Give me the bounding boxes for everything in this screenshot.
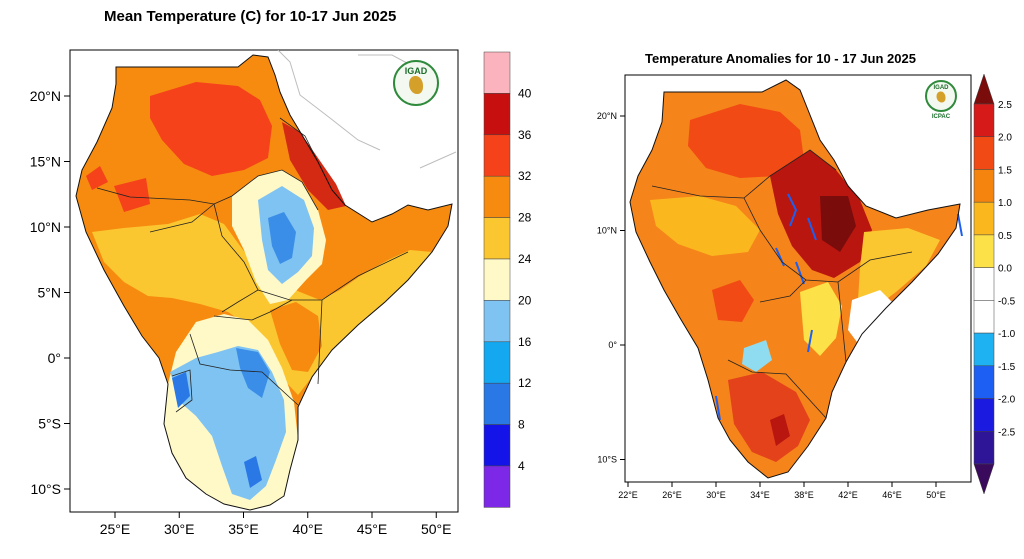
left_map-lat-tick-label: 0° xyxy=(48,350,61,366)
left_map-lat-tick-label: 10°N xyxy=(30,219,61,235)
right-colorbar-label: -2.5 xyxy=(998,427,1016,438)
right-colorbar-label: 2.0 xyxy=(998,133,1012,144)
left-colorbar-label: 8 xyxy=(518,418,525,432)
right-colorbar-label: 1.0 xyxy=(998,198,1012,209)
left-colorbar-label: 32 xyxy=(518,169,532,183)
left-map-surface xyxy=(75,50,457,511)
right-colorbar-swatch xyxy=(973,365,995,399)
left-colorbar-swatch xyxy=(483,258,511,301)
icpac-logo-text: ICPAC xyxy=(931,114,951,120)
right-colorbar-label: -0.5 xyxy=(998,296,1016,307)
right_map-lat-tick-label: 10°N xyxy=(597,226,617,236)
left-colorbar-label: 12 xyxy=(518,376,532,390)
right-colorbar-label: -1.0 xyxy=(998,329,1016,340)
right-colorbar-swatch xyxy=(973,300,995,334)
left-colorbar: 40 36 32 28 24 20 16 12 8 4 xyxy=(483,51,532,508)
left-colorbar-label: 16 xyxy=(518,335,532,349)
right_map-lat-tick-label: 20°N xyxy=(597,111,617,121)
right-colorbar-swatch xyxy=(973,201,995,236)
right_map-lon-tick-label: 38°E xyxy=(794,490,814,500)
right-colorbar-label: 1.5 xyxy=(998,165,1012,176)
right-colorbar-swatch xyxy=(973,398,995,432)
right_map-lat-tick-label: 0° xyxy=(608,340,617,350)
right-colorbar-top-cap xyxy=(973,73,995,105)
left-colorbar-swatch xyxy=(483,424,511,467)
left-colorbar-swatch xyxy=(483,465,511,508)
right-colorbar-label: -2.0 xyxy=(998,395,1016,406)
left-colorbar-swatch xyxy=(483,93,511,136)
left-region-outline xyxy=(75,54,453,511)
left-colorbar-label: 24 xyxy=(518,252,532,266)
left-colorbar-swatch xyxy=(483,300,511,343)
right-colorbar: 2.5 2.0 1.5 1.0 0.5 0.0 -0.5 -1.0 -1.5 -2.0 -2.5 xyxy=(973,73,1016,495)
left-map-axes: 20°N 15°N 10°N 5°N 0° 5°S 10°S 25°E 30°E 35°E 40°E… xyxy=(30,88,452,537)
left_map-lon-tick-label: 40°E xyxy=(292,521,323,537)
right-colorbar-label: 2.5 xyxy=(998,100,1012,111)
right-colorbar-label: -1.5 xyxy=(998,362,1016,373)
left-colorbar-swatch xyxy=(483,51,511,94)
left-colorbar-label: 36 xyxy=(518,128,532,142)
right-colorbar-bottom-cap xyxy=(973,463,995,495)
left_map-lon-tick-label: 35°E xyxy=(228,521,259,537)
right_map-lat-tick-label: 10°S xyxy=(597,455,617,465)
right-colorbar-swatch xyxy=(973,234,995,268)
right_map-lon-tick-label: 34°E xyxy=(750,490,770,500)
right_map-lon-tick-label: 50°E xyxy=(926,490,946,500)
right-colorbar-swatch xyxy=(973,267,995,301)
left_map-lon-tick-label: 50°E xyxy=(421,521,452,537)
left-colorbar-swatch xyxy=(483,134,511,177)
right_map-lon-tick-label: 26°E xyxy=(662,490,682,500)
right-map-surface xyxy=(629,79,963,479)
left-colorbar-swatch xyxy=(483,175,511,218)
left_map-lat-tick-label: 10°S xyxy=(30,481,61,497)
right_map-lon-tick-label: 46°E xyxy=(882,490,902,500)
right-map-axes: 20°N 10°N 0° 10°S 22°E 26°E 30°E 34°E 38°E 42°E 46… xyxy=(597,111,946,500)
igad-logo-left-text: IGAD xyxy=(404,66,428,76)
left-colorbar-swatch xyxy=(483,217,511,260)
left-map-title: Mean Temperature (C) for 10-17 Jun 2025 xyxy=(104,8,397,25)
right-colorbar-label: 0.5 xyxy=(998,231,1012,242)
right-region-shape xyxy=(630,80,960,478)
igad-logo-left: IGAD xyxy=(392,60,440,106)
right-colorbar-swatch xyxy=(973,169,995,203)
left_map-lon-tick-label: 45°E xyxy=(357,521,388,537)
right-colorbar-label: 0.0 xyxy=(998,264,1012,275)
right-map-title: Temperature Anomalies for 10 - 17 Jun 20… xyxy=(645,51,916,66)
left_map-lat-tick-label: 15°N xyxy=(30,154,61,170)
right-colorbar-swatch xyxy=(973,332,995,367)
right-colorbar-swatch xyxy=(973,103,995,137)
right-colorbar-swatch xyxy=(973,136,995,170)
left_map-lon-tick-label: 30°E xyxy=(164,521,195,537)
left_map-lat-tick-label: 20°N xyxy=(30,88,61,104)
left_map-lat-tick-label: 5°N xyxy=(38,285,62,301)
left-colorbar-swatch xyxy=(483,341,511,384)
left_map-lon-tick-label: 25°E xyxy=(100,521,131,537)
left_map-lat-tick-label: 5°S xyxy=(38,416,61,432)
left-colorbar-label: 40 xyxy=(518,86,532,100)
igad-logo-right-text: IGAD xyxy=(933,85,949,91)
left-colorbar-label: 20 xyxy=(518,293,532,307)
right_map-lon-tick-label: 30°E xyxy=(706,490,726,500)
left-colorbar-swatch xyxy=(483,382,511,425)
right-region-outline xyxy=(629,79,961,479)
left-colorbar-label: 28 xyxy=(518,211,532,225)
right_map-lon-tick-label: 22°E xyxy=(618,490,638,500)
left-colorbar-label: 4 xyxy=(518,459,525,473)
right_map-lon-tick-label: 42°E xyxy=(838,490,858,500)
igad-logo-right: IGAD ICPAC xyxy=(924,80,958,120)
right-colorbar-swatch xyxy=(973,431,995,465)
